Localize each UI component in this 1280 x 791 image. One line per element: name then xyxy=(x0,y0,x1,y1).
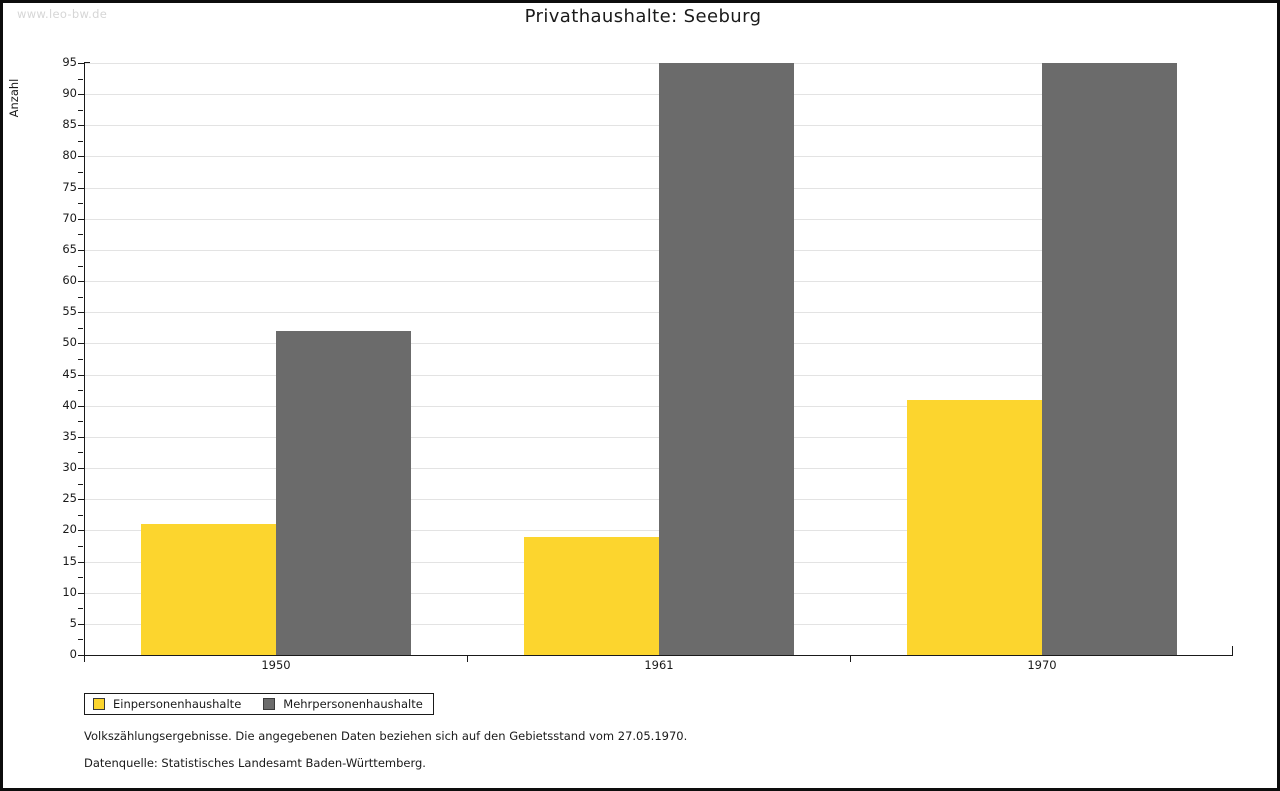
y-axis-top-cap xyxy=(84,62,90,63)
y-axis-tick xyxy=(78,468,84,469)
y-axis-minor-tick xyxy=(78,172,83,173)
y-axis-minor-tick xyxy=(78,390,83,391)
y-axis-tick-label: 50 xyxy=(62,335,77,349)
y-axis-tick xyxy=(78,343,84,344)
y-axis-tick-label: 10 xyxy=(62,585,77,599)
bar-1950-series-0 xyxy=(141,524,276,655)
x-axis-right-cap xyxy=(1232,646,1233,656)
y-axis-tick-label: 0 xyxy=(69,647,77,661)
y-axis-minor-tick xyxy=(78,234,83,235)
footnote-data-source: Datenquelle: Statistisches Landesamt Bad… xyxy=(84,756,426,770)
bar-1970-series-0 xyxy=(907,400,1042,655)
y-axis-tick xyxy=(78,655,84,656)
y-axis-tick-label: 85 xyxy=(62,117,77,131)
x-axis-line xyxy=(84,655,1233,656)
y-axis-tick-label: 15 xyxy=(62,554,77,568)
y-axis-minor-tick xyxy=(78,141,83,142)
y-axis-tick xyxy=(78,250,84,251)
y-axis-tick-label: 90 xyxy=(62,86,77,100)
y-axis-tick xyxy=(78,530,84,531)
y-axis-tick xyxy=(78,437,84,438)
y-axis-tick xyxy=(78,219,84,220)
y-axis-tick xyxy=(78,281,84,282)
plot-area xyxy=(84,63,1233,655)
y-axis-tick xyxy=(78,156,84,157)
bar-1970-series-1 xyxy=(1042,63,1177,655)
y-axis-tick xyxy=(78,562,84,563)
x-axis-tick-label-1970: 1970 xyxy=(1027,658,1057,672)
y-axis-minor-tick xyxy=(78,266,83,267)
y-axis-tick xyxy=(78,593,84,594)
y-axis-tick-label: 45 xyxy=(62,367,77,381)
y-axis-tick xyxy=(78,312,84,313)
legend-label: Mehrpersonenhaushalte xyxy=(283,697,423,711)
bar-1950-series-1 xyxy=(276,331,411,655)
legend-label: Einpersonenhaushalte xyxy=(113,697,242,711)
legend-swatch-icon xyxy=(263,698,276,710)
y-axis-tick-label: 70 xyxy=(62,211,77,225)
watermark-text: www.leo-bw.de xyxy=(17,7,108,21)
y-axis-tick xyxy=(78,406,84,407)
y-axis-tick-label: 60 xyxy=(62,273,77,287)
y-axis-tick xyxy=(78,63,84,64)
y-axis-tick-label: 75 xyxy=(62,180,77,194)
y-axis-tick-label: 80 xyxy=(62,148,77,162)
bar-1961-series-1 xyxy=(659,63,794,655)
chart-legend: Einpersonenhaushalte Mehrpersonenhaushalt… xyxy=(84,693,434,715)
y-axis-tick xyxy=(78,499,84,500)
y-axis-tick-label: 5 xyxy=(69,616,77,630)
bar-1961-series-0 xyxy=(524,537,659,655)
y-axis-tick-label: 30 xyxy=(62,460,77,474)
y-axis-tick xyxy=(78,125,84,126)
y-axis-tick-label: 35 xyxy=(62,429,77,443)
x-axis-tick xyxy=(84,655,85,662)
y-axis-tick-label: 55 xyxy=(62,304,77,318)
y-axis-tick-label: 65 xyxy=(62,242,77,256)
y-axis-line xyxy=(84,62,85,656)
y-axis-tick-label: 25 xyxy=(62,491,77,505)
y-axis-tick xyxy=(78,188,84,189)
legend-swatch-icon xyxy=(93,698,105,710)
y-axis-minor-tick xyxy=(78,639,83,640)
x-axis-tick xyxy=(467,655,468,662)
y-axis-minor-tick xyxy=(78,546,83,547)
y-axis-tick-label: 20 xyxy=(62,522,77,536)
y-axis-minor-tick xyxy=(78,110,83,111)
y-axis-minor-tick xyxy=(78,421,83,422)
footnote-source-note: Volkszählungsergebnisse. Die angegebenen… xyxy=(84,729,688,743)
y-axis-minor-tick xyxy=(78,577,83,578)
y-axis-minor-tick xyxy=(78,484,83,485)
x-axis-tick xyxy=(850,655,851,662)
y-axis-tick xyxy=(78,624,84,625)
page-title: Privathaushalte: Seeburg xyxy=(524,6,762,27)
y-axis-tick-label: 95 xyxy=(62,55,77,69)
y-axis-minor-tick xyxy=(78,328,83,329)
y-axis-tick-label: 40 xyxy=(62,398,77,412)
legend-entry-0[interactable]: Einpersonenhaushalte xyxy=(93,697,241,711)
y-axis-tick xyxy=(78,94,84,95)
x-axis-tick-label-1950: 1950 xyxy=(261,658,291,672)
y-axis-minor-tick xyxy=(78,608,83,609)
y-axis-minor-tick xyxy=(78,515,83,516)
legend-entry-1[interactable]: Mehrpersonenhaushalte xyxy=(263,697,423,711)
y-axis-minor-tick xyxy=(78,452,83,453)
y-axis-minor-tick xyxy=(78,79,83,80)
y-axis-minor-tick xyxy=(78,297,83,298)
y-axis-minor-tick xyxy=(78,203,83,204)
y-axis-minor-tick xyxy=(78,359,83,360)
x-axis-tick-label-1961: 1961 xyxy=(644,658,674,672)
y-axis-tick xyxy=(78,375,84,376)
